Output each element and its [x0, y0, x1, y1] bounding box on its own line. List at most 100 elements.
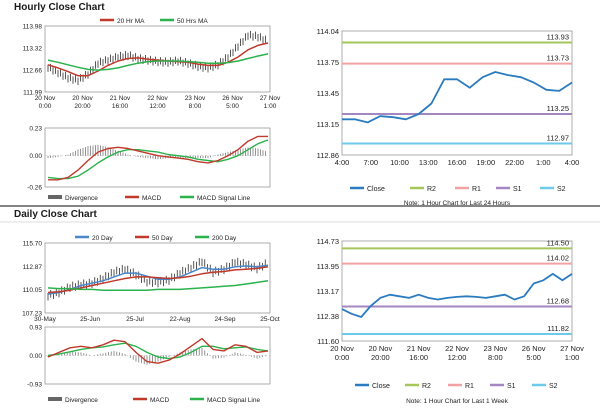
daily_price-xtick-2: 25-Jul — [126, 316, 144, 323]
daily_levels-xtick-5: 26 Nov — [522, 344, 546, 353]
daily_levels-legend-label-3: S1 — [507, 383, 516, 390]
daily_levels-ytick-2: 113.17 — [317, 287, 339, 296]
hourly_macd-ytick-0: 0.23 — [29, 126, 42, 133]
hourly_levels-ytick-0: 114.04 — [317, 27, 339, 36]
daily_macd-legend-label-0: Divergence — [65, 397, 98, 404]
daily_levels-legend-label-0: Close — [372, 383, 390, 390]
hourly_macd-legend-label-1: MACD — [142, 195, 161, 202]
hourly_price-xtick-sub-6: 1:00 — [264, 103, 277, 110]
hourly_levels-level-label-r1: 113.73 — [547, 54, 569, 63]
hourly_macd-legend-label-0: Divergence — [65, 195, 98, 202]
daily_levels-xtick-sub-6: 1:00 — [565, 353, 580, 362]
hourly_levels-series-close — [342, 71, 573, 124]
daily_price-xtick-3: 22-Aug — [170, 316, 191, 323]
daily_price-legend-label-1: 50 Day — [152, 235, 173, 242]
hourly_macd-legend-label-2: MACD Signal Line — [197, 195, 250, 202]
hourly_price-xtick-3: 22 Nov — [147, 95, 168, 102]
daily_price-legend-label-2: 200 Day — [212, 235, 237, 242]
hourly_price-ytick-1: 113.32 — [23, 46, 43, 53]
daily_levels-xtick-sub-0: 0:00 — [335, 353, 350, 362]
hourly_levels-ytick-3: 113.15 — [317, 120, 339, 129]
hourly_levels-legend-label-3: S1 — [513, 186, 522, 193]
daily_macd-ytick-2: -0.93 — [27, 382, 42, 389]
hourly_levels-note: Note: 1 Hour Chart for Last 24 Hours — [404, 200, 511, 207]
hourly_levels-xtick-4: 16:00 — [448, 158, 467, 167]
hourly_price-ytick-2: 112.66 — [23, 68, 43, 75]
hourly_macd-series-signal — [47, 139, 269, 180]
daily_levels-xtick-0: 20 Nov — [330, 344, 354, 353]
hourly_price-ytick-0: 113.98 — [23, 24, 43, 31]
hourly_levels-xtick-0: 4:00 — [335, 158, 350, 167]
hourly_price-legend-label-0: 20 Hr MA — [117, 18, 145, 25]
daily_levels-xtick-sub-3: 12:00 — [448, 353, 467, 362]
daily_macd-ytick-1: 0.00 — [29, 353, 42, 360]
daily_levels-xtick-3: 22 Nov — [445, 344, 469, 353]
hourly_levels-xtick-6: 22:00 — [505, 158, 524, 167]
hourly_levels-xtick-7: 1:00 — [536, 158, 551, 167]
hourly_levels-xtick-1: 7:00 — [363, 158, 378, 167]
daily_levels-xtick-4: 23 Nov — [483, 344, 507, 353]
daily_macd-legend-swatch-0 — [48, 397, 62, 401]
daily_levels-ytick-1: 113.95 — [317, 262, 339, 271]
hourly_price-xtick-sub-2: 16:00 — [112, 103, 129, 110]
daily_levels-xtick-1: 20 Nov — [368, 344, 392, 353]
daily_levels-xtick-6: 27 Nov — [560, 344, 584, 353]
hourly_levels-legend-label-1: R2 — [427, 186, 436, 193]
hourly_levels-xtick-5: 19:00 — [476, 158, 495, 167]
hourly_price-xtick-sub-3: 12:00 — [149, 103, 166, 110]
daily_levels-level-label-s2: 111.82 — [547, 324, 569, 333]
daily_levels-frame — [341, 240, 573, 342]
hourly_price-series-20-hr-ma — [47, 42, 269, 77]
hourly_levels-ytick-1: 113.75 — [317, 58, 339, 67]
hourly_price-series-50-hrs-ma — [47, 53, 269, 71]
hourly_levels-xtick-3: 13:00 — [419, 158, 438, 167]
hourly_levels-xtick-8: 4:00 — [565, 158, 580, 167]
hourly_macd-series-macd — [48, 135, 268, 181]
hourly_price-xtick-5: 26 Nov — [222, 95, 243, 102]
hourly_macd-legend-swatch-0 — [48, 195, 62, 199]
daily_macd-legend-label-2: MACD Signal Line — [207, 397, 260, 404]
hourly_price-xtick-1: 20 Nov — [72, 95, 93, 102]
hourly_price-legend-label-1: 50 Hrs MA — [177, 18, 208, 25]
hourly_macd-frame — [44, 127, 271, 188]
daily_price-xtick-5: 25-Oct — [260, 316, 280, 323]
hourly_levels-level-label-r2: 113.93 — [547, 33, 569, 42]
hourly_price-ytick-3: 111.99 — [23, 90, 42, 97]
hourly_levels-legend-label-2: R1 — [472, 186, 481, 193]
daily_levels-xtick-sub-1: 20:00 — [371, 353, 390, 362]
daily_levels-legend-label-4: S2 — [549, 383, 558, 390]
hourly_levels-frame — [341, 30, 573, 156]
daily_macd-series-signal — [47, 342, 269, 360]
hourly_levels-ytick-4: 112.86 — [317, 151, 339, 160]
daily_price-xtick-4: 24-Sep — [215, 316, 236, 323]
hourly_price-xtick-4: 23 Nov — [185, 95, 206, 102]
daily_levels-legend-label-1: R2 — [422, 383, 431, 390]
hourly_price-xtick-6: 27 Nov — [260, 95, 281, 102]
hourly_price-xtick-0: 20 Nov — [35, 95, 56, 102]
daily_price-ytick-2: 110.05 — [23, 287, 43, 294]
daily_price-ytick-1: 112.87 — [23, 264, 43, 271]
hourly_levels-level-label-s2: 112.97 — [547, 133, 569, 142]
daily_levels-legend-label-2: R1 — [465, 383, 474, 390]
daily_levels-xtick-sub-4: 8:00 — [488, 353, 503, 362]
hourly_levels-xtick-2: 10:00 — [390, 158, 409, 167]
daily_levels-xtick-sub-5: 5:00 — [526, 353, 541, 362]
daily_levels-level-label-s1: 112.68 — [547, 296, 569, 305]
daily_price-frame — [44, 242, 271, 314]
daily_levels-level-label-r2: 114.50 — [547, 238, 569, 247]
daily_levels-series-close — [341, 273, 573, 318]
daily_levels-ytick-0: 114.73 — [317, 237, 339, 246]
daily_price-series-20-day — [47, 264, 269, 295]
hourly_macd-ytick-2: -0.26 — [27, 185, 42, 192]
hourly_levels-legend-label-4: S2 — [557, 186, 566, 193]
hourly_price-xtick-sub-5: 5:00 — [226, 103, 239, 110]
hourly_price-xtick-sub-1: 20:00 — [74, 103, 91, 110]
hourly-section-title: Hourly Close Chart — [14, 2, 105, 13]
daily_price-xtick-1: 25-Jun — [80, 316, 100, 323]
daily_price-legend-label-0: 20 Day — [92, 235, 113, 242]
hourly_levels-legend-label-0: Close — [367, 186, 385, 193]
hourly_price-frame — [44, 25, 271, 93]
daily_macd-ytick-0: 0.93 — [29, 325, 42, 332]
daily_price-xtick-0: 30-May — [34, 316, 56, 323]
